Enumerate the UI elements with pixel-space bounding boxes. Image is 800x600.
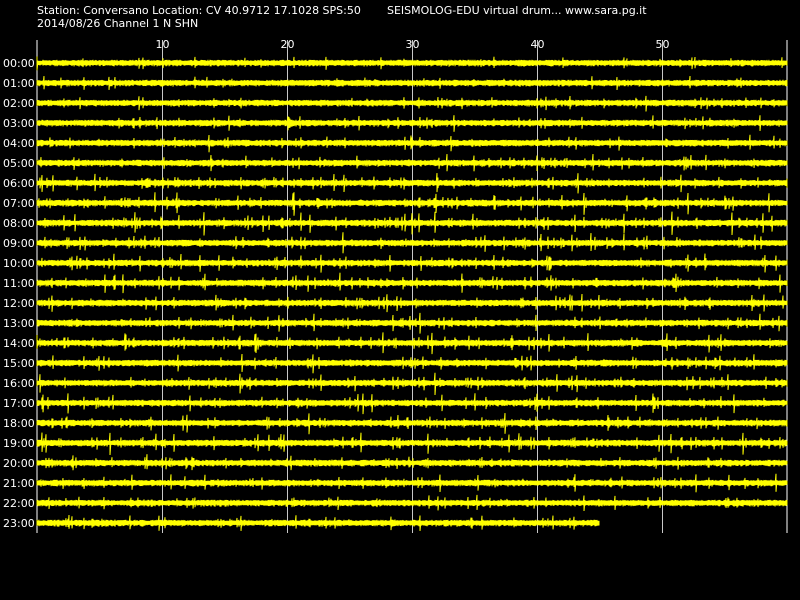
hour-label: 14:00 (3, 337, 35, 350)
hour-label: 01:00 (3, 77, 35, 90)
seismic-trace-row (36, 173, 788, 194)
hour-label: 09:00 (3, 237, 35, 250)
seismic-trace-row (36, 192, 788, 216)
seismic-trace-row (36, 115, 788, 132)
hour-label: 00:00 (3, 57, 35, 70)
seismic-trace-row (36, 211, 788, 236)
hour-label: 21:00 (3, 477, 35, 490)
seismic-trace-row (36, 393, 788, 415)
seismic-trace-row (36, 372, 788, 396)
hour-label: 06:00 (3, 177, 35, 190)
hour-label: 20:00 (3, 457, 35, 470)
x-tick-label: 50 (656, 38, 670, 51)
hour-label: 19:00 (3, 437, 35, 450)
hour-label: 13:00 (3, 317, 35, 330)
hour-label: 12:00 (3, 297, 35, 310)
app-title: SEISMOLOG-EDU virtual drum... www.sara.p… (387, 4, 647, 17)
seismic-trace-row (36, 332, 788, 355)
x-tick-label: 10 (156, 38, 170, 51)
axis-labels: 10 20 30 40 50 00:00 01:00 02:00 03:00 04:00 05:00… (3, 38, 670, 530)
seismic-trace-row (36, 494, 788, 512)
hour-label: 15:00 (3, 357, 35, 370)
seismic-trace-row (36, 154, 788, 172)
seismic-trace-row (36, 432, 788, 456)
seismic-trace-row (36, 473, 788, 493)
seismic-trace-row (36, 56, 788, 71)
seismic-trace-row (36, 232, 788, 254)
hour-label: 04:00 (3, 137, 35, 150)
seismic-trace-row (36, 272, 788, 294)
seismic-trace-row (36, 253, 788, 273)
x-tick-label: 30 (406, 38, 420, 51)
seismic-trace-row (36, 75, 788, 91)
hour-label: 02:00 (3, 97, 35, 110)
hour-label: 16:00 (3, 377, 35, 390)
seismic-trace-row (36, 312, 788, 334)
x-tick-label: 40 (531, 38, 545, 51)
hour-label: 17:00 (3, 397, 35, 410)
hour-label: 23:00 (3, 517, 35, 530)
hour-label: 11:00 (3, 277, 35, 290)
hour-label: 22:00 (3, 497, 35, 510)
station-info: Station: Conversano Location: CV 40.9712… (37, 4, 361, 17)
seismic-trace-row (36, 293, 788, 313)
hour-label: 03:00 (3, 117, 35, 130)
hour-label: 05:00 (3, 157, 35, 170)
seismic-trace-row (36, 413, 788, 435)
date-channel-info: 2014/08/26 Channel 1 N SHN (37, 17, 199, 30)
seismic-trace-row (36, 454, 788, 471)
seismic-traces (36, 56, 788, 531)
hour-label: 10:00 (3, 257, 35, 270)
seismic-trace-row (36, 134, 788, 153)
seismic-trace-row (36, 95, 788, 112)
hour-label: 07:00 (3, 197, 35, 210)
seismic-trace-row (36, 514, 600, 531)
seismic-trace-row (36, 353, 788, 374)
hour-label: 08:00 (3, 217, 35, 230)
hour-label: 18:00 (3, 417, 35, 430)
x-tick-label: 20 (281, 38, 295, 51)
